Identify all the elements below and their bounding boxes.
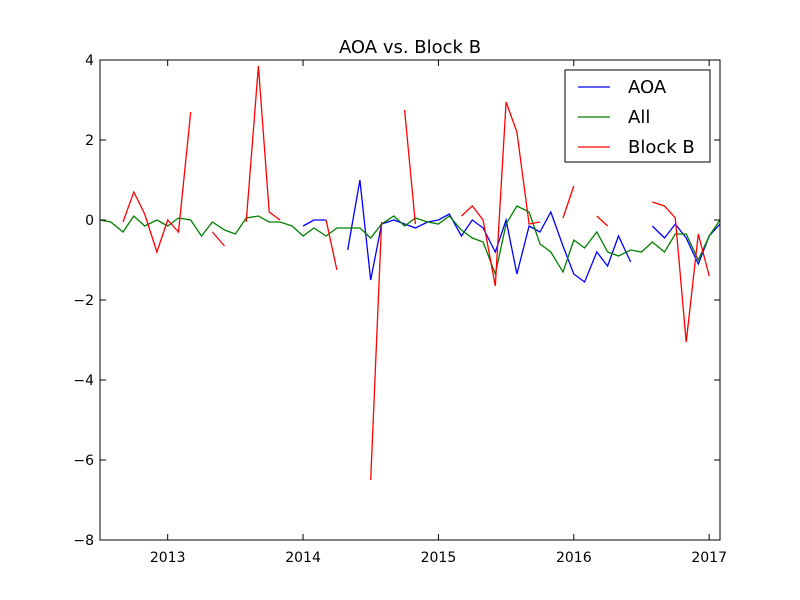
chart-title: AOA vs. Block B [339,37,481,58]
y-tick-label: 4 [85,53,94,69]
x-tick-label: 2014 [285,550,321,566]
y-tick-label: 2 [85,133,94,149]
x-tick-label: 2017 [691,550,727,566]
series-layer [100,65,720,481]
legend-label: Block B [628,137,695,158]
axis-ticks: −8 −6 −4 −2 0 2 4 2013 2014 2015 2016 2017 [73,53,727,566]
series-line-block-b [122,65,710,481]
y-tick-label: −6 [73,453,94,469]
legend: AOA All Block B [564,69,711,163]
y-tick-label: 0 [85,213,94,229]
y-tick-label: −2 [73,293,94,309]
legend-label: AOA [628,77,667,98]
series-line-all [100,205,720,277]
y-tick-label: −8 [73,533,94,549]
x-tick-label: 2016 [556,550,592,566]
y-tick-label: −4 [73,373,94,389]
legend-label: All [628,107,650,128]
x-tick-label: 2015 [421,550,457,566]
x-tick-label: 2013 [150,550,186,566]
